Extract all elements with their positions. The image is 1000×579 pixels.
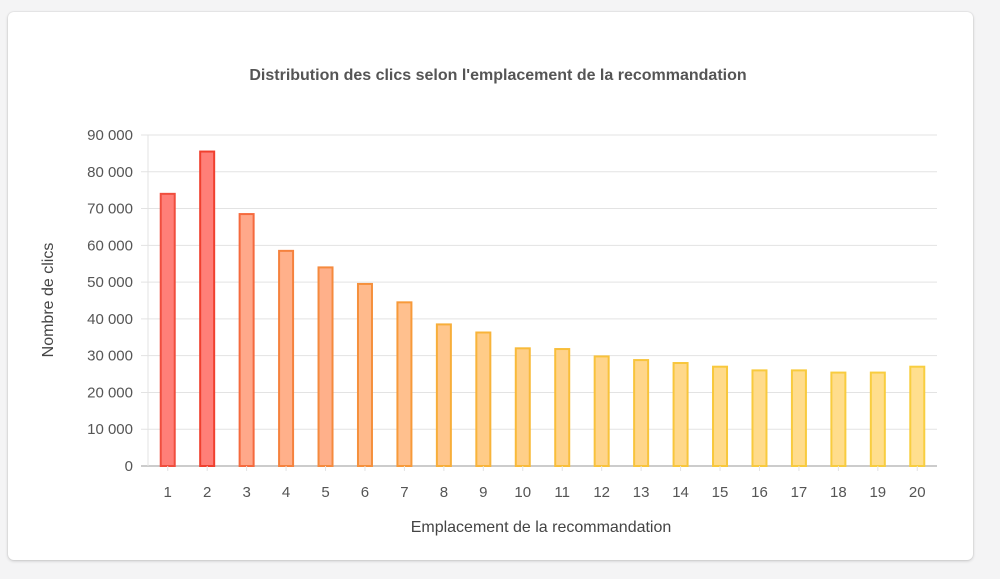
- x-tick-label: 4: [282, 484, 290, 501]
- chart-title: Distribution des clics selon l'emplaceme…: [249, 67, 747, 84]
- x-tick-label: 2: [203, 484, 211, 501]
- x-tick-label: 20: [909, 484, 926, 501]
- x-tick-label: 9: [479, 484, 487, 501]
- x-tick-label: 8: [440, 484, 448, 501]
- x-tick-label: 17: [791, 484, 808, 501]
- x-tick-label: 5: [321, 484, 329, 501]
- x-tick-label: 6: [361, 484, 369, 501]
- bar-3[interactable]: [238, 213, 255, 467]
- x-tick-label: 18: [830, 484, 847, 501]
- bar-19[interactable]: [869, 371, 886, 467]
- bar-16[interactable]: [751, 369, 768, 467]
- x-tick-label: 1: [164, 484, 172, 501]
- bar-2[interactable]: [199, 150, 216, 468]
- y-tick-label: 30 000: [87, 348, 133, 365]
- x-tick-label: 10: [514, 484, 531, 501]
- bar-14[interactable]: [672, 362, 689, 467]
- y-tick-label: 20 000: [87, 384, 133, 401]
- bar-1[interactable]: [159, 192, 176, 467]
- bar-12[interactable]: [593, 355, 610, 467]
- y-axis-ticks: 0 10 000 20 000 30 000 40 000 50 000 60 000 70 …: [87, 127, 133, 475]
- y-tick-label: 10 000: [87, 421, 133, 438]
- y-tick-label: 80 000: [87, 164, 133, 181]
- bar-11[interactable]: [554, 348, 571, 467]
- y-tick-label: 60 000: [87, 237, 133, 254]
- y-tick-label: 0: [125, 458, 133, 475]
- x-tick-label: 13: [633, 484, 650, 501]
- bar-18[interactable]: [830, 371, 847, 467]
- bars: [159, 150, 926, 468]
- x-tick-label: 7: [400, 484, 408, 501]
- bar-15[interactable]: [712, 365, 729, 468]
- bar-7[interactable]: [396, 301, 413, 468]
- x-tick-label: 3: [242, 484, 250, 501]
- x-tick-label: 11: [554, 484, 570, 501]
- bar-9[interactable]: [475, 331, 492, 467]
- bar-8[interactable]: [435, 323, 452, 467]
- x-tick-label: 14: [672, 484, 689, 501]
- y-tick-label: 40 000: [87, 311, 133, 328]
- y-tick-label: 90 000: [87, 127, 133, 144]
- x-tick-label: 12: [593, 484, 610, 501]
- x-axis-title: Emplacement de la recommandation: [411, 519, 672, 536]
- x-tick-label: 16: [751, 484, 768, 501]
- bar-6[interactable]: [356, 282, 373, 468]
- bar-5[interactable]: [317, 266, 334, 467]
- y-tick-label: 70 000: [87, 201, 133, 218]
- bar-10[interactable]: [514, 347, 531, 467]
- bar-17[interactable]: [790, 369, 807, 467]
- y-tick-label: 50 000: [87, 274, 133, 291]
- x-axis-ticks: 1 2 3 4 5 6 7 8 9 10 11 12 13 14 15 16 17 18 19 20: [164, 466, 926, 501]
- x-tick-label: 19: [869, 484, 886, 501]
- bar-20[interactable]: [909, 365, 926, 468]
- bar-13[interactable]: [633, 359, 650, 467]
- x-tick-label: 15: [712, 484, 729, 501]
- bar-4[interactable]: [278, 249, 295, 467]
- y-axis-title: Nombre de clics: [40, 243, 57, 358]
- grid-lines: [141, 134, 937, 467]
